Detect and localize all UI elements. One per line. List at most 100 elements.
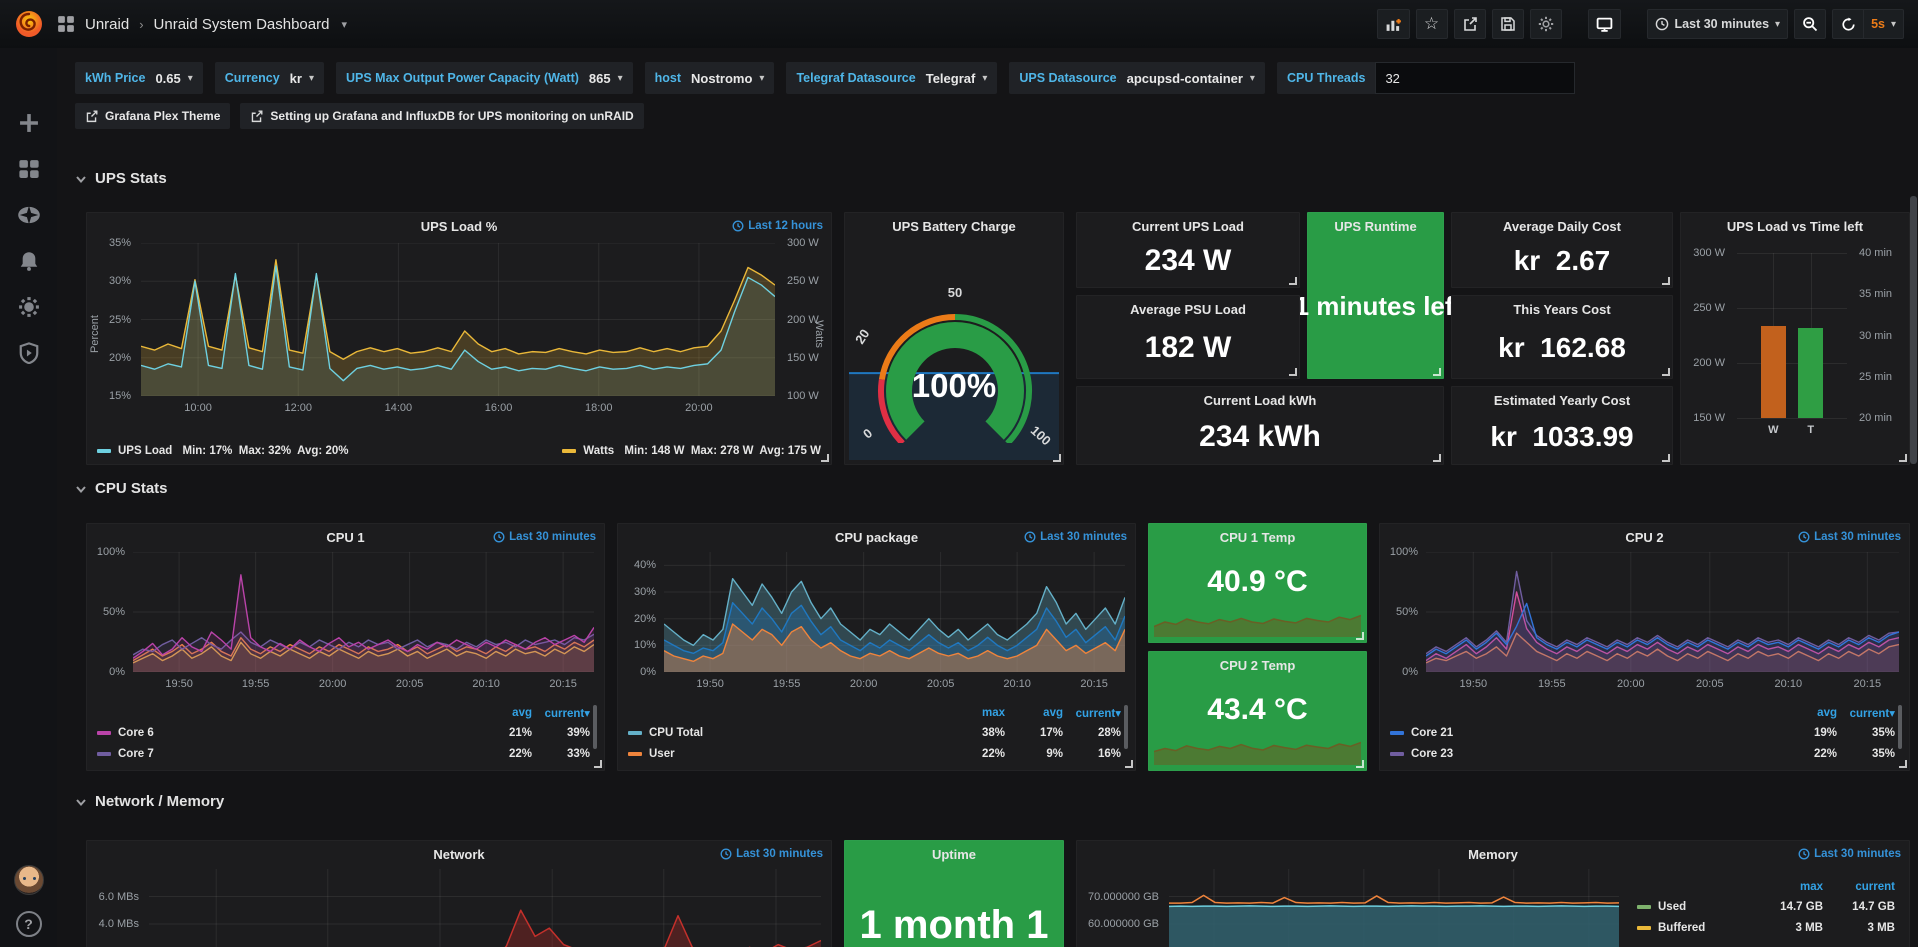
panel-title[interactable]: CPU 2 <box>1625 530 1664 545</box>
panel-title[interactable]: UPS Battery Charge <box>892 219 1016 234</box>
ups-load-chart[interactable] <box>141 243 775 396</box>
legend-sort-header[interactable]: avg <box>1817 706 1837 719</box>
breadcrumb-caret-icon[interactable]: ▾ <box>341 18 347 31</box>
variable-ups-datasource[interactable]: UPS Datasource apcupsd-container ▾ <box>1009 62 1265 94</box>
variable-kwh-price[interactable]: kWh Price 0.65 ▾ <box>75 62 203 94</box>
legend-row[interactable]: Core 23 22% 35% <box>1390 743 1895 764</box>
panel-title[interactable]: Memory <box>1468 847 1518 862</box>
save-button[interactable] <box>1491 9 1524 39</box>
panel-title[interactable]: UPS Load % <box>420 219 498 234</box>
legend-sort-header[interactable]: current▾ <box>1075 707 1121 720</box>
variable-value[interactable]: 865 ▾ <box>588 70 623 86</box>
variable-ups-max-output-power-capacity-watt-[interactable]: UPS Max Output Power Capacity (Watt) 865 ▾ <box>336 62 633 94</box>
legend-series-name[interactable]: CPU Total <box>628 727 947 739</box>
panel-title[interactable]: UPS Load vs Time left <box>1726 219 1864 234</box>
breadcrumb-dashboard-title[interactable]: Unraid System Dashboard <box>153 15 330 33</box>
panel-time-override[interactable]: Last 30 minutes <box>1798 848 1901 860</box>
sidebar-item-dashboards[interactable] <box>0 146 57 192</box>
panel-title[interactable]: Average Daily Cost <box>1502 219 1621 234</box>
variable-cpu-threads[interactable]: CPU Threads <box>1276 62 1576 94</box>
panel-title[interactable]: CPU package <box>834 530 919 545</box>
variable-value[interactable]: Telegraf ▾ <box>925 70 988 86</box>
legend-row[interactable]: Core 7 22% 33% <box>97 743 590 764</box>
legend-scrollbar[interactable] <box>1124 705 1128 749</box>
bar-chart[interactable] <box>1737 253 1847 419</box>
variable-currency[interactable]: Currency kr ▾ <box>214 62 324 94</box>
legend-series-name[interactable]: Core 6 <box>97 727 474 739</box>
user-avatar[interactable] <box>13 865 44 895</box>
variable-value[interactable]: 0.65 ▾ <box>155 70 193 86</box>
star-button[interactable]: ☆ <box>1415 9 1448 39</box>
sidebar-item-explore[interactable] <box>0 192 57 238</box>
legend-row[interactable]: Core 21 19% 35% <box>1390 722 1895 743</box>
legend-series-name[interactable]: Used <box>1637 901 1751 913</box>
legend-series-name[interactable]: Core 21 <box>1390 727 1779 739</box>
legend-sort-header[interactable]: max <box>1799 880 1823 893</box>
refresh-button[interactable] <box>1832 9 1865 39</box>
legend-scrollbar[interactable] <box>593 705 597 749</box>
help-button[interactable]: ? <box>15 911 42 937</box>
variable-value[interactable]: Nostromo ▾ <box>691 70 765 86</box>
variable-input[interactable] <box>1375 62 1576 94</box>
time-range-picker[interactable]: Last 30 minutes ▾ <box>1646 9 1789 39</box>
apps-grid-icon[interactable] <box>57 15 75 33</box>
legend-series-name[interactable]: Core 7 <box>97 748 474 760</box>
sidebar-item-alerting[interactable] <box>0 238 57 284</box>
legend-series[interactable]: UPS Load Min: 17% Max: 32% Avg: 20% <box>97 445 348 457</box>
cpu1-chart[interactable] <box>133 552 594 672</box>
sidebar-item-server-admin[interactable] <box>0 330 57 376</box>
bar-t[interactable] <box>1798 328 1824 418</box>
panel-time-override[interactable]: Last 30 minutes <box>720 848 823 860</box>
legend-sort-header[interactable]: current <box>1855 880 1895 893</box>
legend-sort-header[interactable]: current▾ <box>1849 707 1895 720</box>
network-chart[interactable] <box>149 869 821 947</box>
panel-title[interactable]: Average PSU Load <box>1130 302 1246 317</box>
legend-sort-header[interactable]: current▾ <box>544 707 590 720</box>
panel-time-override[interactable]: Last 12 hours <box>732 220 823 232</box>
variable-value[interactable]: kr ▾ <box>289 70 314 86</box>
refresh-interval-select[interactable]: 5s ▾ <box>1864 9 1904 39</box>
legend-row[interactable]: CPU Total 38% 17% 28% <box>628 722 1121 743</box>
add-panel-button[interactable] <box>1376 9 1410 39</box>
panel-title[interactable]: Estimated Yearly Cost <box>1493 393 1631 408</box>
section-header-network-memory[interactable]: Network / Memory <box>75 793 224 810</box>
legend-series-name[interactable]: Core 23 <box>1390 748 1779 760</box>
panel-title[interactable]: CPU 2 Temp <box>1219 658 1296 673</box>
panel-title[interactable]: CPU 1 <box>326 530 365 545</box>
grafana-logo-icon[interactable] <box>0 8 57 40</box>
panel-time-override[interactable]: Last 30 minutes <box>1024 531 1127 543</box>
dashboard-settings-button[interactable] <box>1529 9 1562 39</box>
sidebar-item-create[interactable] <box>0 100 57 146</box>
section-header-ups-stats[interactable]: UPS Stats <box>75 170 167 187</box>
cycle-view-mode-button[interactable] <box>1587 9 1621 39</box>
legend-series-name[interactable]: Buffered <box>1637 922 1751 934</box>
panel-time-override[interactable]: Last 30 minutes <box>493 531 596 543</box>
page-scrollbar[interactable] <box>1910 196 1917 464</box>
legend-sort-header[interactable]: avg <box>1043 706 1063 719</box>
panel-title[interactable]: Uptime <box>931 847 977 862</box>
legend-row[interactable]: Core 6 21% 39% <box>97 722 590 743</box>
sidebar-item-configuration[interactable] <box>0 284 57 330</box>
memory-chart[interactable] <box>1169 869 1619 947</box>
panel-title[interactable]: UPS Runtime <box>1334 219 1417 234</box>
panel-title[interactable]: CPU 1 Temp <box>1219 530 1296 545</box>
panel-time-override[interactable]: Last 30 minutes <box>1798 531 1901 543</box>
zoom-out-button[interactable] <box>1794 9 1827 39</box>
legend-series-name[interactable]: User <box>628 748 947 760</box>
breadcrumb-app[interactable]: Unraid <box>85 15 130 33</box>
legend-sort-header[interactable]: max <box>981 706 1005 719</box>
legend-scrollbar[interactable] <box>1898 705 1902 749</box>
variable-value[interactable]: apcupsd-container ▾ <box>1126 70 1255 86</box>
panel-title[interactable]: This Years Cost <box>1513 302 1611 317</box>
cpu-package-chart[interactable] <box>664 552 1125 672</box>
legend-row[interactable]: User 22% 9% 16% <box>628 743 1121 764</box>
variable-host[interactable]: host Nostromo ▾ <box>644 62 775 94</box>
share-button[interactable] <box>1453 9 1486 39</box>
cpu2-chart[interactable] <box>1426 552 1899 672</box>
legend-sort-header[interactable]: avg <box>512 706 532 719</box>
bar-w[interactable] <box>1760 325 1786 418</box>
panel-title[interactable]: Current Load kWh <box>1203 393 1317 408</box>
dashboard-link[interactable]: Setting up Grafana and InfluxDB for UPS … <box>240 103 644 129</box>
panel-title[interactable]: Current UPS Load <box>1132 219 1244 234</box>
legend-series[interactable]: Watts Min: 148 W Max: 278 W Avg: 175 W <box>562 445 821 457</box>
